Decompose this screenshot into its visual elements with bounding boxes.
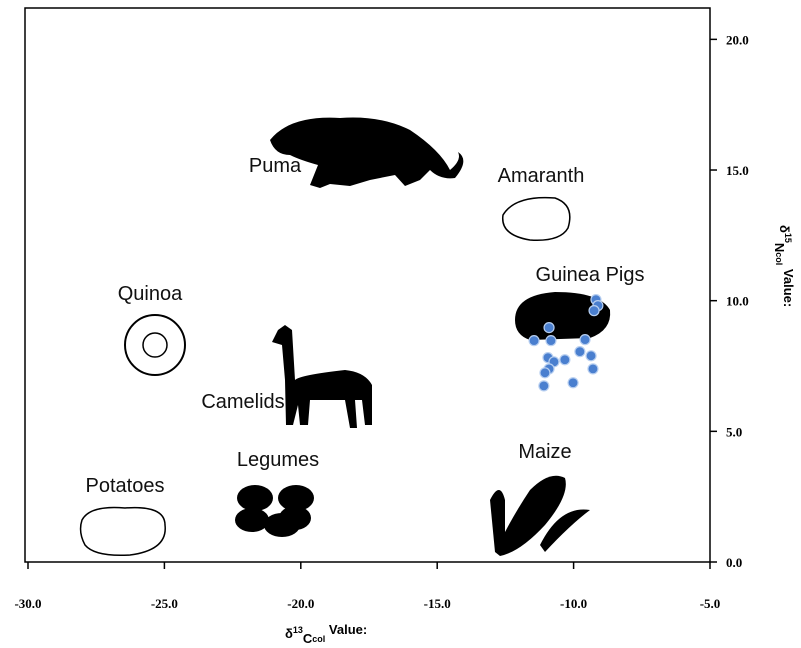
data-point bbox=[528, 335, 540, 347]
data-point bbox=[588, 305, 600, 317]
guinea-pig-icon bbox=[515, 292, 611, 340]
amaranth-icon bbox=[502, 196, 571, 241]
data-point bbox=[559, 354, 571, 366]
data-point bbox=[545, 335, 557, 347]
group-label: Camelids bbox=[201, 391, 284, 413]
x-tick-label: -20.0 bbox=[287, 596, 314, 611]
x-tick-label: -30.0 bbox=[14, 596, 41, 611]
legume-icon bbox=[237, 485, 273, 511]
quinoa-icon bbox=[124, 314, 186, 376]
camelid-icon bbox=[272, 325, 372, 428]
x-axis-label-part: col bbox=[312, 634, 325, 644]
data-point bbox=[567, 377, 579, 389]
x-tick-label: -15.0 bbox=[424, 596, 451, 611]
x-tick-label: -25.0 bbox=[151, 596, 178, 611]
y-axis-label-part: Value: bbox=[781, 265, 796, 307]
maize-icon bbox=[490, 490, 505, 552]
group-label: Legumes bbox=[237, 449, 319, 471]
maize-icon bbox=[540, 509, 590, 552]
group-label: Amaranth bbox=[498, 165, 585, 187]
y-tick-label: 10.0 bbox=[726, 294, 749, 309]
y-axis-label-part: 15 bbox=[783, 233, 793, 243]
legume-icon bbox=[235, 508, 269, 532]
data-point bbox=[579, 334, 591, 346]
y-axis-label: δ15Ncol Value: bbox=[772, 225, 796, 307]
group-label: Potatoes bbox=[86, 475, 165, 497]
y-tick-label: 20.0 bbox=[726, 32, 749, 47]
potato-icon bbox=[79, 506, 166, 557]
legume-icon bbox=[278, 485, 314, 511]
group-label: Maize bbox=[518, 441, 571, 463]
quinoa-icon bbox=[142, 332, 168, 358]
data-point bbox=[543, 321, 555, 334]
y-tick-label: 5.0 bbox=[726, 424, 742, 439]
group-label: Guinea Pigs bbox=[536, 264, 645, 286]
plot-frame bbox=[24, 7, 711, 563]
group-label: Quinoa bbox=[118, 283, 183, 305]
data-point bbox=[587, 363, 599, 375]
x-axis-label: δ13Ccol Value: bbox=[285, 622, 367, 646]
data-point bbox=[539, 367, 551, 379]
data-point bbox=[585, 350, 597, 362]
x-axis-label-part: δ bbox=[285, 626, 293, 641]
data-point bbox=[574, 346, 586, 358]
y-axis-label-part: δ bbox=[777, 225, 792, 233]
x-axis-label-part: C bbox=[303, 631, 313, 646]
x-tick-label: -10.0 bbox=[560, 596, 587, 611]
y-tick-label: 0.0 bbox=[726, 555, 742, 570]
x-tick-label: -5.0 bbox=[700, 596, 721, 611]
maize-icon bbox=[495, 475, 566, 556]
puma-icon bbox=[270, 117, 464, 188]
legume-icon bbox=[279, 506, 311, 530]
x-axis-label-part: Value: bbox=[325, 622, 367, 637]
y-axis-label-part: N bbox=[772, 243, 787, 252]
y-axis-label-part: col bbox=[774, 252, 784, 265]
icons bbox=[79, 117, 611, 557]
group-label: Puma bbox=[249, 155, 302, 177]
y-tick-label: 15.0 bbox=[726, 163, 749, 178]
x-axis-label-part: 13 bbox=[293, 625, 303, 635]
data-point bbox=[538, 380, 550, 392]
